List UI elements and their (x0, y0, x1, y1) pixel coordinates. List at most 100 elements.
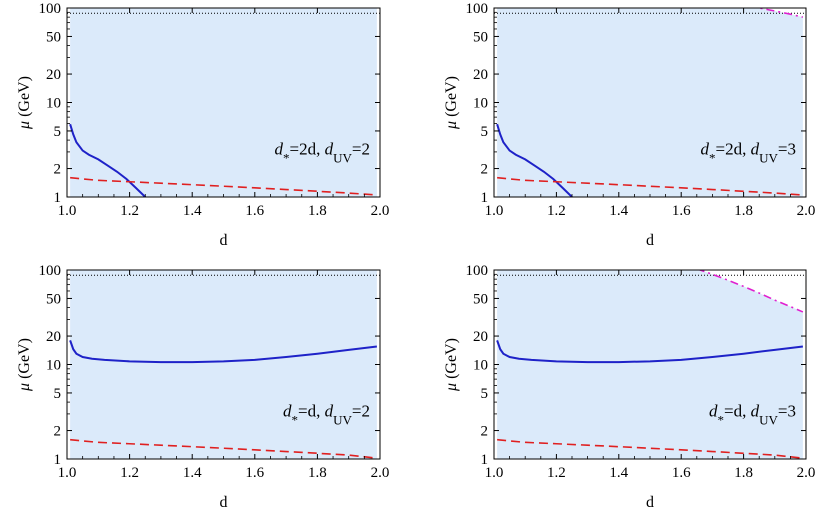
x-tick-label: 1.2 (547, 203, 566, 219)
shaded-region (70, 8, 377, 197)
y-tick-label: 20 (473, 329, 488, 345)
x-tick-label: 1.2 (120, 465, 139, 481)
series-dashdot-line (697, 270, 804, 313)
annotation-part: d (751, 140, 760, 159)
x-tick-label: 1.0 (58, 465, 77, 481)
x-tick-label: 1.4 (183, 203, 202, 219)
y-tick-label: 1 (481, 190, 489, 206)
annotation-part: UV (759, 150, 778, 165)
y-tick-label: 1 (481, 452, 489, 468)
annotation-part: =d, (298, 402, 325, 421)
y-tick-label: 1 (54, 190, 62, 206)
y-tick-label: 20 (473, 67, 488, 83)
y-tick-label: 100 (39, 1, 62, 17)
y-tick-label: 100 (466, 1, 489, 17)
x-tick-label: 1.2 (120, 203, 139, 219)
y-tick-label: 2 (54, 424, 62, 440)
shaded-region (497, 270, 803, 459)
annotation-part: UV (333, 150, 352, 165)
x-tick-label: 2.0 (371, 203, 390, 219)
annotation-part: d (283, 402, 292, 421)
x-tick-label: 1.4 (609, 203, 628, 219)
y-axis-label: μ (GeV) (443, 338, 460, 392)
x-tick-label: 1.6 (672, 465, 691, 481)
x-tick-label: 1.0 (58, 203, 77, 219)
y-tick-label: 1 (54, 452, 62, 468)
y-tick-label: 2 (481, 162, 489, 178)
annotation-part: =2 (352, 140, 370, 159)
x-tick-label: 1.0 (485, 465, 504, 481)
x-tick-label: 1.6 (672, 203, 691, 219)
panel-annotation: d*=2d, dUV=2 (275, 140, 370, 166)
x-tick-label: 1.4 (609, 465, 628, 481)
y-tick-label: 10 (46, 358, 61, 374)
x-tick-label: 1.2 (547, 465, 566, 481)
panel-annotation: d*=2d, dUV=3 (701, 140, 796, 166)
y-tick-label: 20 (46, 329, 61, 345)
x-tick-label: 1.8 (734, 465, 753, 481)
annotation-part: d (275, 140, 284, 159)
y-tick-label: 50 (46, 291, 61, 307)
y-axis-unit: (GeV) (443, 338, 460, 383)
y-axis-symbol: μ (16, 121, 33, 130)
y-axis-unit: (GeV) (443, 76, 460, 121)
annotation-part: =d, (724, 402, 751, 421)
annotation-part: d (751, 402, 760, 421)
y-axis-unit: (GeV) (16, 338, 33, 383)
y-tick-label: 5 (54, 386, 62, 402)
y-tick-label: 5 (481, 124, 489, 140)
annotation-part: * (709, 150, 716, 165)
series-dashed-line (70, 438, 377, 459)
y-axis-symbol: μ (16, 383, 33, 392)
annotation-part: d (325, 402, 334, 421)
annotation-part: =3 (778, 402, 796, 421)
y-axis-symbol: μ (443, 383, 460, 392)
plot-area (494, 8, 806, 197)
x-axis-label: d (220, 494, 228, 511)
series-dashed-line (70, 176, 377, 196)
panel-annotation: d*=d, dUV=3 (709, 402, 796, 428)
annotation-part: d (709, 402, 718, 421)
excluded-region (759, 8, 803, 18)
y-tick-label: 10 (473, 358, 488, 374)
y-axis-symbol: μ (443, 121, 460, 130)
x-tick-label: 1.8 (308, 465, 327, 481)
annotation-part: d (325, 140, 334, 159)
y-tick-label: 2 (54, 162, 62, 178)
y-tick-label: 10 (473, 96, 488, 112)
panel-annotation: d*=d, dUV=2 (283, 402, 370, 428)
annotation-part: * (718, 412, 725, 427)
series-dashed-line (497, 176, 803, 196)
x-tick-label: 2.0 (797, 203, 816, 219)
annotation-part: UV (759, 412, 778, 427)
y-tick-label: 100 (466, 263, 489, 279)
annotation-part: =2 (352, 402, 370, 421)
annotation-part: =3 (778, 140, 796, 159)
series-solid-line (496, 340, 803, 364)
annotation-part: =2d, (290, 140, 325, 159)
series-solid-line (69, 340, 377, 364)
y-axis-label: μ (GeV) (16, 76, 33, 130)
y-tick-label: 50 (46, 29, 61, 45)
y-tick-label: 100 (39, 263, 62, 279)
x-axis-label: d (646, 494, 654, 511)
y-axis-label: μ (GeV) (443, 76, 460, 130)
x-tick-label: 2.0 (797, 465, 816, 481)
annotation-part: * (283, 150, 290, 165)
annotation-part: =2d, (716, 140, 751, 159)
plot-area (67, 270, 380, 459)
y-tick-label: 5 (481, 386, 489, 402)
x-axis-label: d (646, 232, 654, 249)
series-dashdot-line (755, 8, 804, 18)
y-axis-unit: (GeV) (16, 76, 33, 121)
plot-area (494, 270, 806, 459)
x-axis-label: d (220, 232, 228, 249)
annotation-part: d (701, 140, 710, 159)
shaded-region (70, 270, 377, 459)
x-tick-label: 1.4 (183, 465, 202, 481)
y-tick-label: 10 (46, 96, 61, 112)
